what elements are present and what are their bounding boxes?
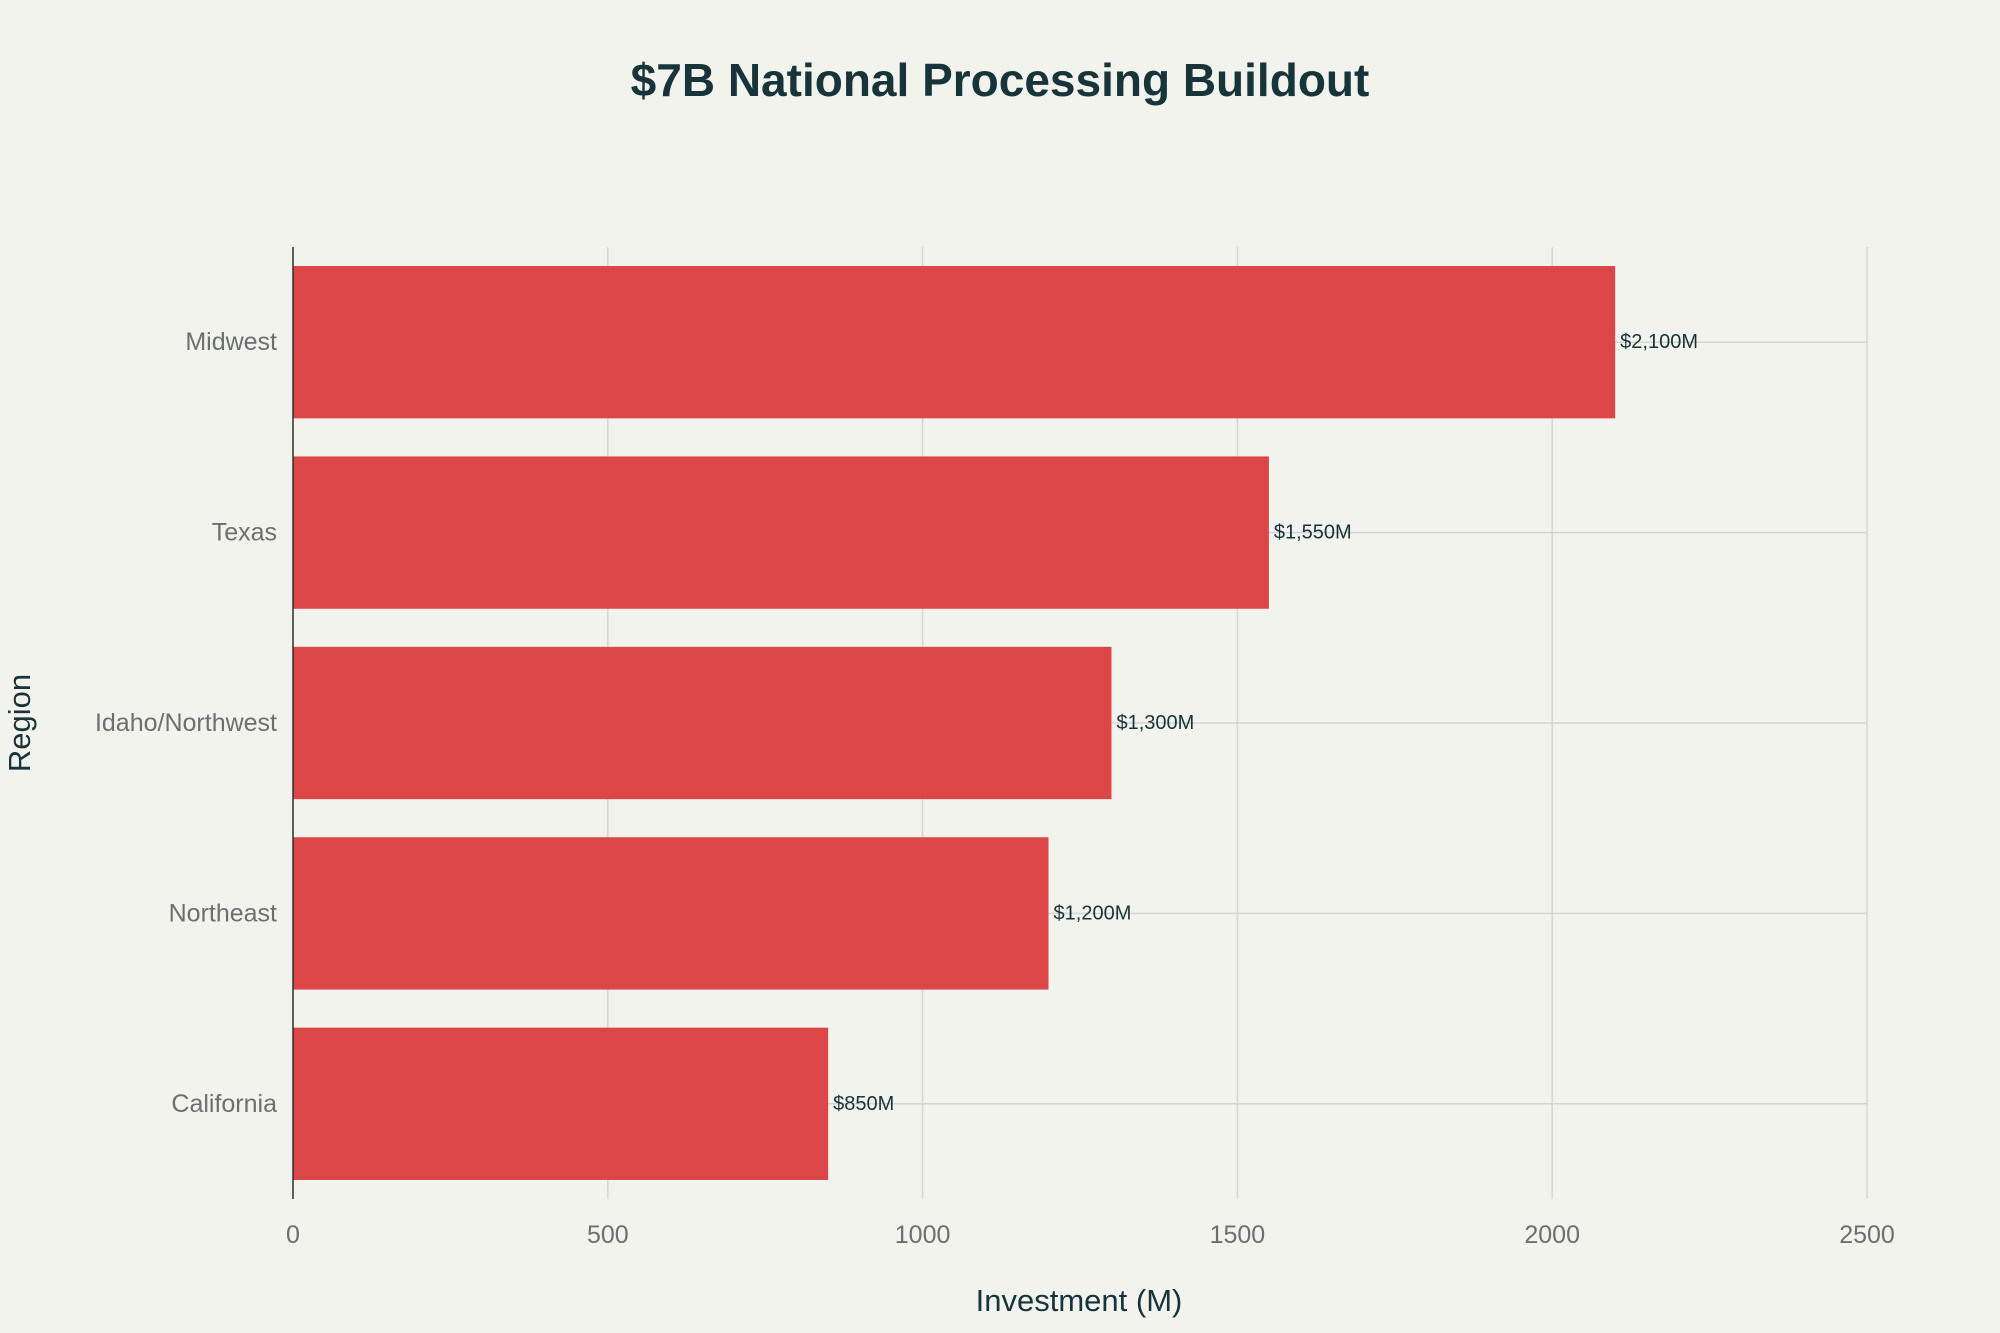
bar bbox=[293, 266, 1616, 419]
bar bbox=[293, 456, 1269, 609]
y-tick-label: Idaho/Northwest bbox=[95, 709, 277, 737]
x-tick-label: 0 bbox=[286, 1221, 300, 1249]
data-label: $850M bbox=[833, 1093, 894, 1115]
y-tick-label: Texas bbox=[212, 519, 277, 547]
x-tick-label: 2500 bbox=[1839, 1221, 1895, 1249]
x-tick-label: 1500 bbox=[1210, 1221, 1266, 1249]
y-axis-title: Region bbox=[2, 674, 37, 772]
data-label: $1,300M bbox=[1116, 712, 1194, 734]
bar bbox=[293, 1027, 829, 1180]
chart-title: $7B National Processing Buildout bbox=[631, 54, 1370, 106]
data-label: $2,100M bbox=[1620, 331, 1698, 353]
data-label: $1,550M bbox=[1274, 522, 1352, 544]
label-layer: 0 500 1000 1500 2000 2500 Midwest $2,100M Texas $… bbox=[95, 328, 1895, 1249]
bar-layer bbox=[293, 266, 1616, 1180]
y-tick-label: Northeast bbox=[169, 899, 277, 927]
data-label: $1,200M bbox=[1054, 902, 1132, 924]
x-axis-title: Investment (M) bbox=[976, 1283, 1183, 1318]
y-tick-label: Midwest bbox=[185, 328, 277, 356]
x-tick-label: 1000 bbox=[895, 1221, 951, 1249]
x-tick-label: 2000 bbox=[1524, 1221, 1580, 1249]
x-tick-label: 500 bbox=[587, 1221, 629, 1249]
y-tick-label: California bbox=[171, 1090, 277, 1118]
bar bbox=[293, 646, 1112, 800]
bar bbox=[293, 837, 1049, 990]
